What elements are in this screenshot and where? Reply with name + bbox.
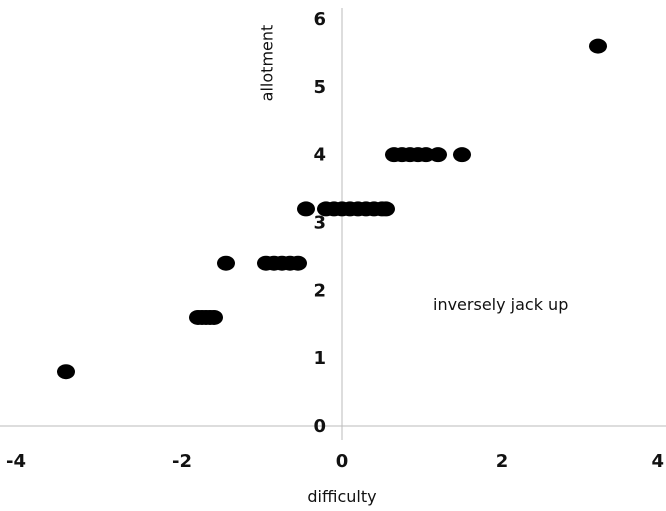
data-point [297,201,315,217]
data-point [217,255,235,271]
y-axis-title: allotment [258,25,277,102]
y-tick-label: 1 [313,348,326,369]
y-tick-label: 4 [313,145,326,166]
y-tick-label: 3 [313,213,326,234]
data-point [289,255,307,271]
x-tick-label: 2 [496,451,509,472]
data-point [453,147,471,163]
x-tick-label: 4 [651,451,664,472]
y-tick-label: 5 [313,77,326,98]
y-tick-label: 2 [313,280,326,301]
chart-annotation: inversely jack up [433,295,568,314]
data-point [377,201,395,217]
x-axis-title: difficulty [307,487,376,506]
y-tick-label: 6 [313,9,326,30]
y-tick-labels: 0 1 2 3 4 5 6 [313,9,326,437]
data-point [205,309,223,325]
data-point [57,364,75,380]
y-tick-label: 0 [313,416,326,437]
x-tick-label: -4 [6,451,26,472]
x-tick-label: -2 [172,451,192,472]
data-point [429,147,447,163]
data-point [589,38,607,54]
x-tick-label: 0 [336,451,349,472]
x-tick-labels: -4 -2 0 2 4 [6,451,664,472]
data-points [57,38,607,380]
